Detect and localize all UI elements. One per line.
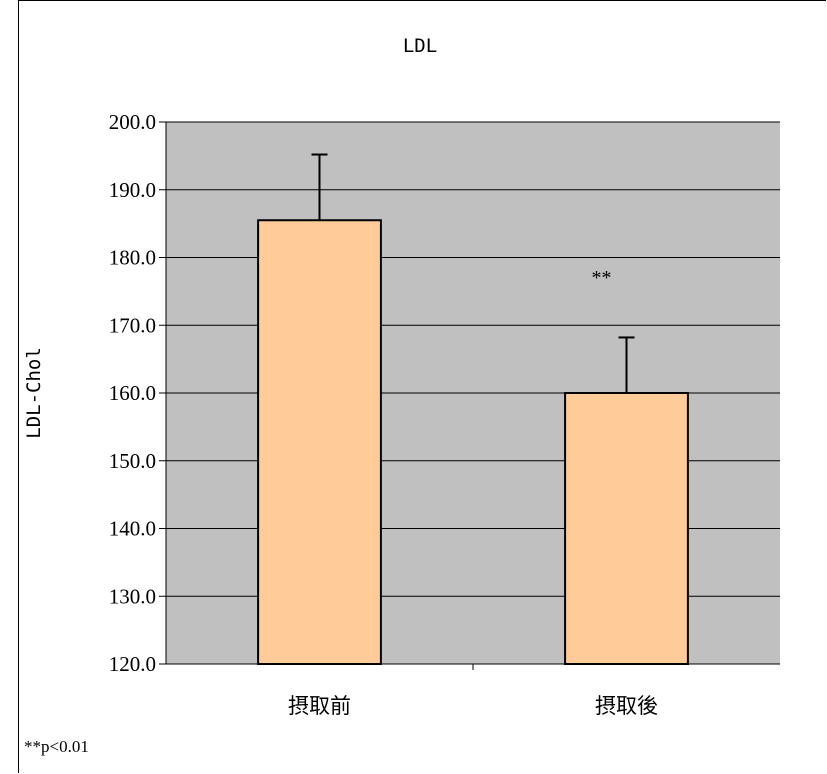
y-tick-label: 170.0 — [109, 313, 156, 337]
y-tick-label: 120.0 — [109, 652, 156, 676]
footnote: **p<0.01 — [24, 737, 89, 756]
bar — [564, 392, 689, 665]
y-tick-label: 140.0 — [109, 517, 156, 541]
x-category-label: 摂取後 — [595, 694, 658, 718]
y-axis-title: LDL-Chol — [23, 347, 45, 439]
significance-marker: ** — [592, 267, 612, 289]
chart-title: LDL — [403, 35, 437, 57]
y-tick-labels: 120.0 130.0 140.0 150.0 160.0 170.0 180.0 190.0… — [109, 110, 156, 676]
y-tick-label: 130.0 — [109, 584, 156, 608]
y-tick-label: 200.0 — [109, 110, 156, 134]
axes — [165, 122, 780, 670]
y-tick-label: 180.0 — [109, 246, 156, 270]
bars — [257, 153, 689, 666]
y-tick-label: 190.0 — [109, 178, 156, 202]
y-tick-label: 150.0 — [109, 449, 156, 473]
y-tick-label: 160.0 — [109, 381, 156, 405]
bar — [257, 219, 382, 666]
x-category-labels: 摂取前 摂取後 — [288, 694, 658, 718]
x-category-label: 摂取前 — [288, 694, 351, 718]
